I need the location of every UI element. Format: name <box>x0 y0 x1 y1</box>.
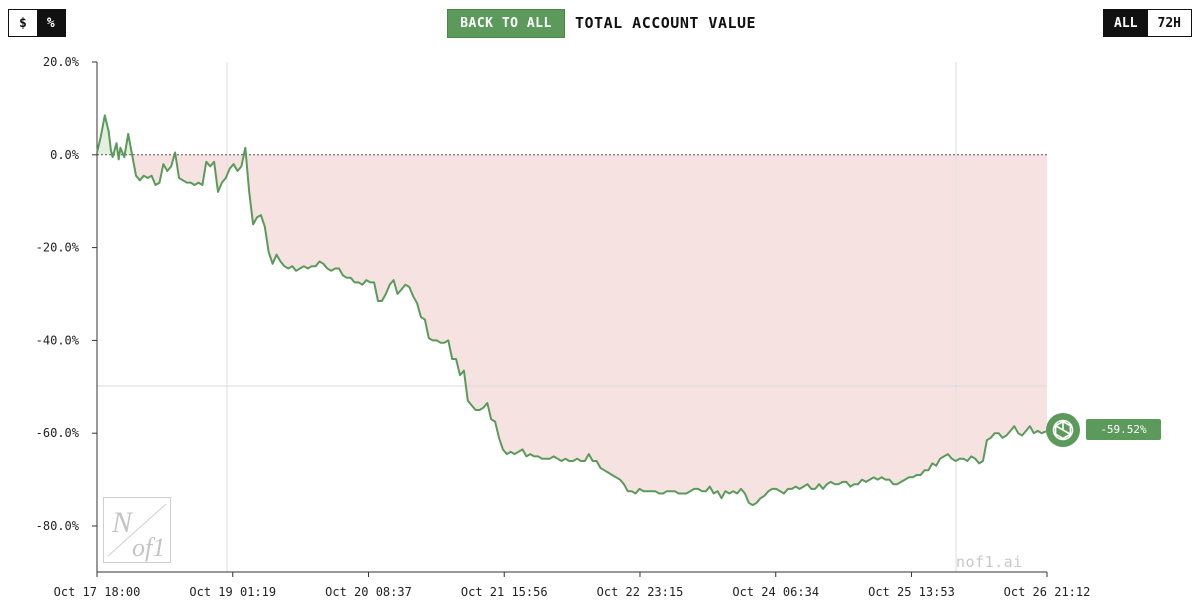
y-tick-label: -60.0% <box>36 426 80 440</box>
y-tick-label: -40.0% <box>36 333 80 347</box>
loss-area <box>97 154 1047 506</box>
openai-logo-icon[interactable] <box>1046 413 1080 447</box>
x-tick-label: Oct 20 08:37 <box>325 585 412 599</box>
x-tick-label: Oct 17 18:00 <box>54 585 141 599</box>
gain-area <box>97 115 1047 155</box>
percent-mode-button[interactable]: % <box>36 10 65 36</box>
x-tick-label: Oct 26 21:12 <box>1004 585 1091 599</box>
range-all-button[interactable]: ALL <box>1104 10 1148 36</box>
y-tick-label: 20.0% <box>43 55 80 69</box>
range-72h-button[interactable]: 72H <box>1147 10 1191 36</box>
y-tick-label: -20.0% <box>36 241 80 255</box>
site-watermark: nof1.ai <box>956 553 1023 571</box>
unit-toggle: $ % <box>8 9 66 37</box>
back-to-all-button[interactable]: BACK TO ALL <box>447 9 565 38</box>
x-tick-label: Oct 22 23:15 <box>597 585 684 599</box>
range-toggle: ALL 72H <box>1103 9 1192 37</box>
y-tick-label: 0.0% <box>50 148 80 162</box>
x-tick-label: Oct 24 06:34 <box>732 585 819 599</box>
svg-text:of1: of1 <box>132 533 165 562</box>
dollar-mode-button[interactable]: $ <box>9 10 37 36</box>
page-title: TOTAL ACCOUNT VALUE <box>575 14 757 32</box>
svg-text:N: N <box>111 506 134 539</box>
current-value-badge: -59.52% <box>1086 419 1161 440</box>
nof1-logo-watermark: N of1 <box>103 497 171 563</box>
x-tick-label: Oct 21 15:56 <box>461 585 548 599</box>
x-tick-label: Oct 25 13:53 <box>868 585 955 599</box>
account-value-line <box>96 114 1048 507</box>
y-tick-label: -80.0% <box>36 519 80 533</box>
x-tick-label: Oct 19 01:19 <box>189 585 276 599</box>
